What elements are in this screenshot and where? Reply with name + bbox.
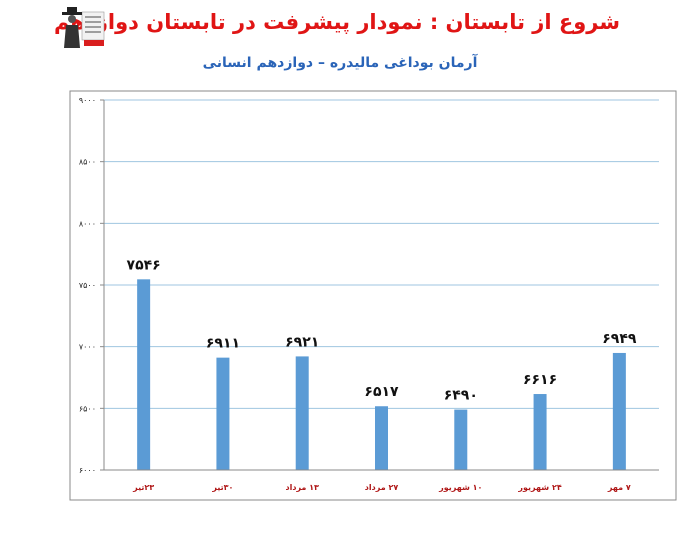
y-tick-label: ۸۵۰۰ [79, 158, 96, 167]
logo-icon [62, 7, 105, 48]
chart-subtitle: آرمان بوداغی مالیدره – دوازدهم انسانی [202, 55, 478, 71]
y-tick-label: ۶۰۰۰ [79, 466, 96, 475]
x-tick-label: ۲۳تیر [132, 483, 154, 492]
bar-value-label: ۷۵۴۶ [127, 257, 161, 273]
chart-title: شروع از تابستان : نمودار پیشرفت در تابست… [54, 10, 620, 34]
y-tick-label: ۸۰۰۰ [79, 219, 96, 228]
y-tick-label: ۹۰۰۰ [79, 96, 96, 105]
x-tick-label: ۳۰تیر [211, 483, 233, 492]
bar [375, 406, 388, 470]
y-axis-ticks: ۶۰۰۰ ۶۵۰۰ ۷۰۰۰ ۷۵۰۰ ۸۰۰۰ ۸۵۰۰ ۹۰۰۰ [79, 96, 104, 475]
bar [533, 394, 547, 470]
bar-value-label: ۶۹۲۱ [285, 334, 319, 350]
bar-value-label: ۶۵۱۷ [364, 384, 399, 400]
bar [612, 352, 626, 470]
x-axis-ticks: ۲۳تیر ۳۰تیر ۱۳ مرداد ۲۷ مرداد ۱۰ شهریور ۲۴ شه… [132, 483, 631, 492]
bar-value-label: ۶۶۱۶ [523, 372, 557, 388]
y-tick-label: ۶۵۰۰ [79, 404, 96, 413]
bar-value-label: ۶۴۹۰ [444, 388, 478, 404]
bar-value-label: ۶۹۴۹ [602, 331, 637, 347]
data-labels: ۷۵۴۶ ۶۹۱۱ ۶۹۲۱ ۶۵۱۷ ۶۴۹۰ ۶۶۱۶ ۶۹۴۹ [127, 257, 637, 403]
x-tick-label: ۲۷ مرداد [365, 483, 399, 492]
bar [454, 409, 468, 470]
x-tick-label: ۷ مهر [607, 483, 631, 492]
bar-value-label: ۶۹۱۱ [206, 336, 240, 352]
chart-frame [69, 90, 677, 501]
x-tick-label: ۲۴ شهریور [517, 483, 561, 492]
bar [137, 279, 151, 470]
x-tick-label: ۱۳ مرداد [285, 483, 319, 492]
bar [295, 356, 309, 470]
x-tick-label: ۱۰ شهریور [438, 483, 482, 492]
y-tick-label: ۷۰۰۰ [79, 343, 96, 352]
y-tick-label: ۷۵۰۰ [79, 281, 96, 290]
bars [137, 279, 626, 470]
bar [216, 357, 230, 470]
